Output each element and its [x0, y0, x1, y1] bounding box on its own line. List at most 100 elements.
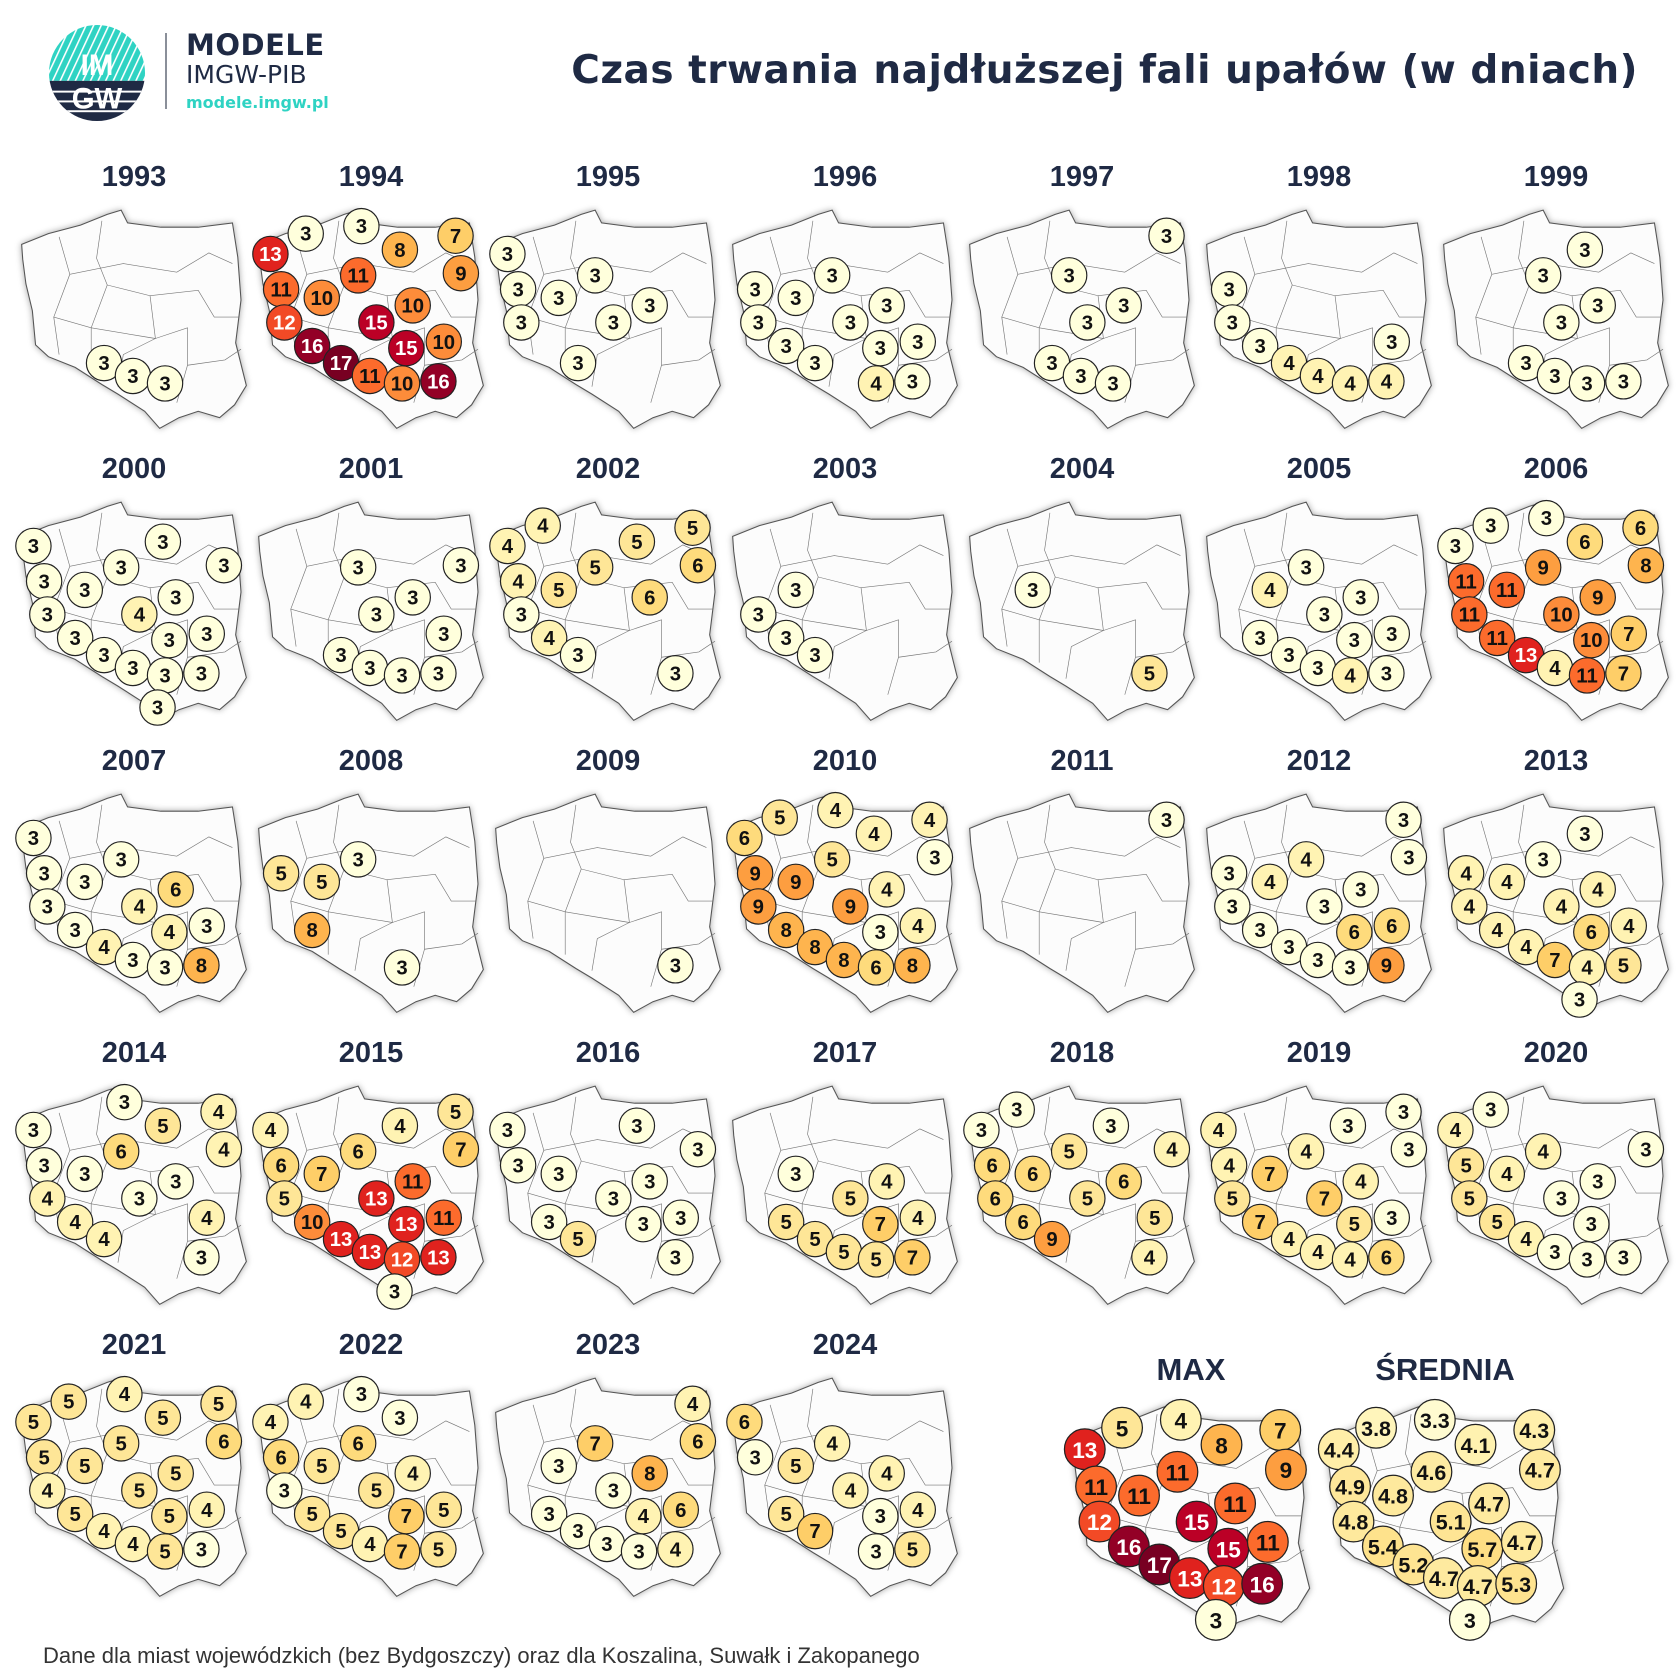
station-marker: 11 [1246, 1520, 1289, 1563]
station-marker: 3 [1448, 1598, 1491, 1641]
year-title: 2004 [1049, 453, 1115, 485]
station-marker: 3 [183, 1531, 220, 1568]
station-marker: 3 [144, 523, 182, 560]
station-value: 3 [1254, 920, 1265, 942]
station-value: 3 [572, 353, 583, 375]
station-value: 3 [433, 663, 444, 685]
station-value: 9 [845, 897, 856, 919]
region-border [527, 900, 630, 923]
region-border [1001, 528, 1019, 647]
station-marker: 4 [188, 1491, 226, 1528]
station-value: 3 [1485, 516, 1496, 538]
station-value: 5 [79, 1456, 90, 1478]
station-value: 3 [1520, 353, 1531, 375]
station-value: 4 [265, 1120, 277, 1142]
station-value: 5 [838, 1242, 849, 1264]
station-value: 5 [631, 532, 642, 554]
station-marker: 3 [114, 357, 152, 395]
station-marker: 4 [351, 1525, 389, 1563]
station-value: 7 [1274, 1419, 1287, 1444]
station-value: 3 [1064, 265, 1075, 287]
station-value: 3 [543, 1504, 554, 1526]
station-circle [183, 1531, 220, 1568]
station-circle [102, 1133, 140, 1170]
station-marker: 3 [1385, 1093, 1422, 1131]
year-title: 2001 [338, 453, 404, 485]
station-marker: 7 [862, 1205, 899, 1243]
station-marker: 4 [381, 1107, 419, 1144]
station-circle [657, 655, 694, 692]
station-circle [899, 323, 937, 360]
station-value: 3 [1118, 295, 1129, 317]
station-value: 3 [28, 536, 39, 558]
station-marker: 5 [293, 1495, 331, 1533]
station-marker: 6 [662, 1491, 700, 1528]
station-circle [183, 655, 220, 692]
station-marker: 3 [576, 257, 614, 294]
region-border [780, 544, 944, 567]
station-value: 3.3 [1420, 1409, 1450, 1433]
station-value: 3 [1075, 366, 1086, 388]
station-value: 5 [1082, 1189, 1093, 1211]
station-circle [1331, 365, 1369, 402]
station-value: 3 [279, 1481, 290, 1503]
station-value: 13 [1515, 645, 1538, 667]
station-marker: 4 [121, 888, 158, 925]
station-marker: 4 [85, 1512, 123, 1550]
station-circle [188, 1199, 226, 1236]
station-value: 13 [259, 244, 282, 266]
station-marker: 5 [777, 1447, 815, 1485]
station-circle [383, 657, 421, 694]
station-marker: 5 [1447, 1147, 1485, 1184]
station-value: 3 [1579, 240, 1590, 262]
station-value: 3 [631, 1116, 642, 1138]
station-value: 3 [196, 663, 207, 685]
station-value: 4.3 [1519, 1419, 1549, 1443]
station-marker: 6 [1566, 523, 1604, 560]
region-border [150, 290, 239, 318]
station-value: 5 [1464, 1189, 1475, 1211]
station-marker: 5 [425, 1491, 463, 1528]
station-marker: 17 [322, 344, 360, 382]
station-marker: 11 [1568, 657, 1606, 694]
station-circle [381, 1107, 419, 1144]
station-circle [157, 871, 194, 908]
year-title: 1999 [1523, 161, 1589, 193]
station-value: 3 [38, 863, 49, 885]
station-value: 3 [572, 1521, 583, 1543]
summary-title: ŚREDNIA [1375, 1352, 1515, 1387]
station-value: 10 [301, 1212, 324, 1234]
station-value: 6 [275, 1155, 286, 1177]
station-circle [1472, 507, 1509, 544]
station-marker: 4 [1451, 888, 1488, 925]
station-marker: 11 [262, 271, 300, 308]
station-marker: 4 [1536, 649, 1574, 687]
station-circle [777, 1155, 815, 1193]
station-circle [425, 1491, 463, 1528]
station-circle [813, 257, 851, 294]
station-value: 3 [364, 658, 375, 680]
station-marker: 6 [679, 546, 717, 584]
station-circle [188, 907, 226, 944]
station-marker: 7 [1536, 941, 1574, 979]
station-circle [56, 1495, 94, 1533]
station-value: 5 [780, 1212, 791, 1234]
station-marker: 3 [1524, 257, 1562, 294]
station-circle [1524, 257, 1562, 294]
station-value: 3 [38, 1155, 49, 1177]
station-value: 5 [870, 1250, 881, 1272]
station-value: 6 [218, 1431, 229, 1453]
station-value: 3 [512, 1155, 523, 1177]
station-value: 3 [516, 605, 527, 627]
station-marker: 5 [1451, 1180, 1488, 1217]
station-marker: 3 [420, 655, 457, 692]
station-value: 3 [912, 332, 923, 354]
station-circle [287, 215, 324, 252]
station-marker: 3 [499, 1147, 537, 1184]
station-value: 3 [1355, 879, 1366, 901]
station-value: 4 [164, 922, 176, 944]
station-value: 3 [809, 353, 820, 375]
